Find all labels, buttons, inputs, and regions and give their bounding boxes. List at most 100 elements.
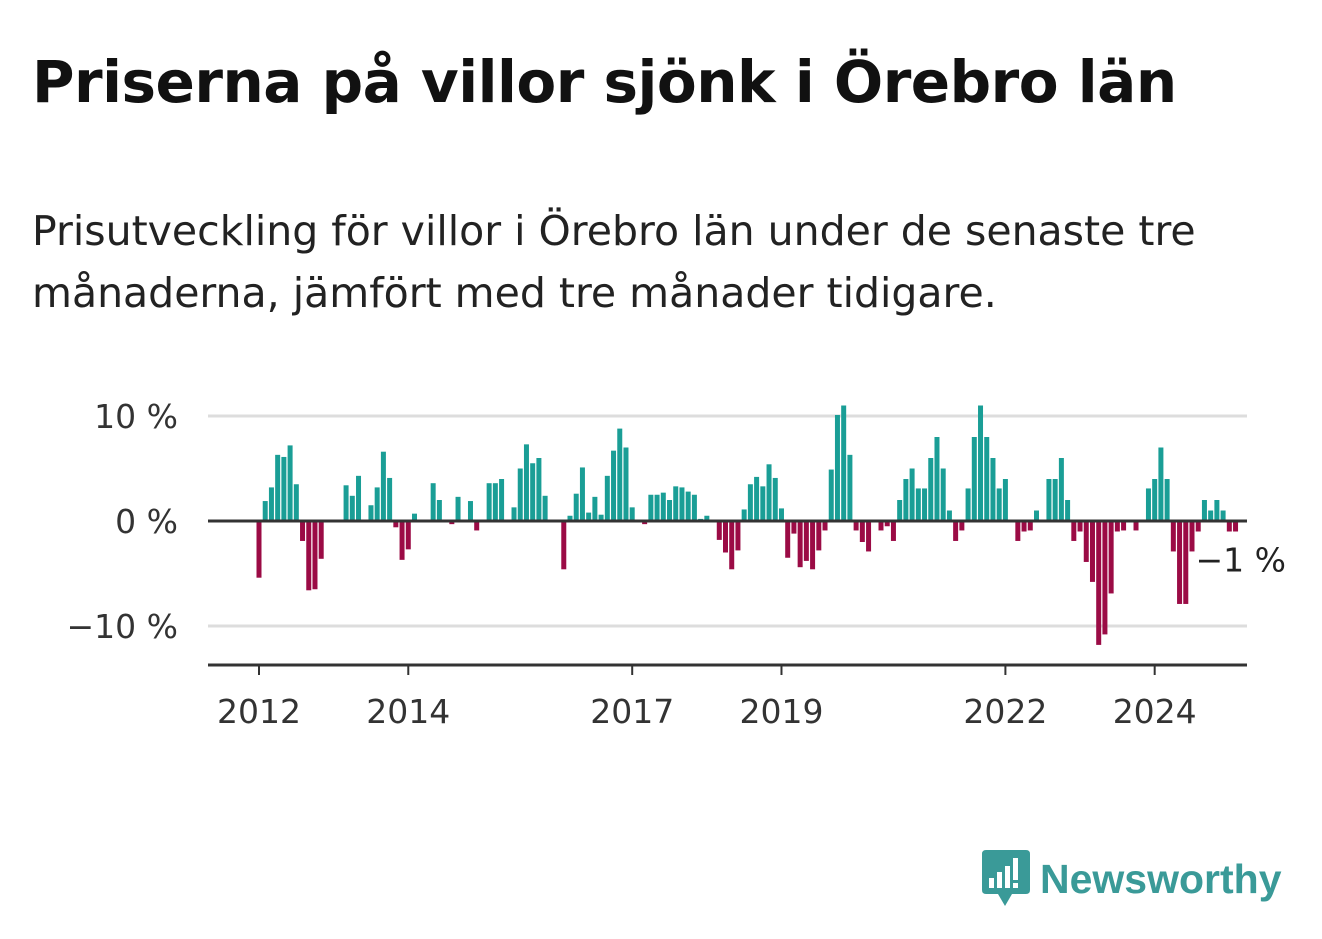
y-tick-label: 0 % [115, 502, 178, 541]
x-tick-label: 2017 [590, 692, 674, 731]
bar [579, 467, 585, 521]
bar [1133, 521, 1139, 531]
bar [1177, 521, 1183, 604]
bar [287, 445, 293, 521]
bar [380, 451, 386, 521]
bar [499, 479, 505, 521]
bar [561, 521, 567, 570]
bar [275, 454, 281, 521]
bar [760, 486, 766, 521]
bar [542, 495, 548, 521]
bar [1145, 488, 1151, 521]
bar [729, 521, 735, 570]
bar [1114, 521, 1120, 532]
bar [536, 458, 542, 521]
bar [486, 483, 492, 521]
bar [1183, 521, 1189, 604]
bar [343, 485, 349, 521]
bar [723, 521, 728, 553]
bar [511, 507, 517, 521]
bar [268, 487, 274, 521]
bar [455, 496, 461, 521]
axes [208, 519, 1247, 675]
newsworthy-logo: Newsworthy [980, 848, 1282, 910]
bar [586, 512, 592, 521]
bar [368, 505, 374, 521]
bar [642, 521, 648, 525]
bar [648, 494, 654, 521]
bar [990, 458, 996, 521]
y-axis-labels: 10 % 0 % −10 % [67, 397, 179, 646]
bar [1201, 500, 1207, 521]
bar [971, 437, 977, 521]
bar [978, 405, 984, 521]
chart-title: Priserna på villor sjönk i Örebro län [32, 48, 1177, 116]
bar [747, 484, 753, 521]
bar [1121, 521, 1127, 531]
bar [356, 475, 362, 521]
bar [996, 488, 1002, 521]
bar [691, 494, 697, 521]
bar [866, 521, 872, 552]
bar [530, 463, 536, 521]
bar [828, 469, 834, 521]
x-tick-label: 2012 [217, 692, 301, 731]
bar [841, 405, 847, 521]
bar [1071, 521, 1077, 541]
bar [623, 447, 629, 521]
bar [716, 521, 722, 540]
bar [1233, 521, 1239, 532]
bar [884, 521, 890, 527]
bar [412, 513, 417, 521]
bar [654, 494, 660, 521]
bar [859, 521, 865, 542]
bar [704, 515, 710, 521]
bar [797, 521, 803, 568]
bar [741, 509, 747, 521]
last-value-label: −1 % [1196, 541, 1287, 580]
bar [300, 521, 306, 541]
bar [1089, 521, 1095, 582]
bar [903, 479, 909, 521]
bar [1208, 510, 1214, 521]
bar [754, 476, 760, 521]
bar [909, 468, 915, 521]
bar [281, 456, 287, 521]
bar [766, 464, 772, 521]
bar [928, 458, 934, 521]
bar [611, 450, 617, 521]
bar [1152, 479, 1158, 521]
bar [660, 492, 666, 521]
bar [965, 488, 971, 521]
bar [318, 521, 324, 559]
bar [878, 521, 884, 531]
bar [617, 428, 623, 521]
bar [312, 521, 318, 590]
bar [816, 521, 822, 551]
chart-subtitle: Prisutveckling för villor i Örebro län u… [32, 207, 1196, 317]
bar [1170, 521, 1176, 552]
bar [785, 521, 791, 558]
bar [673, 486, 679, 521]
bar [847, 454, 853, 521]
bar [1058, 458, 1064, 521]
brand-name: Newsworthy [1040, 855, 1282, 902]
bar [405, 521, 411, 550]
bar [449, 521, 455, 525]
bar [567, 515, 573, 521]
newsworthy-logo-icon [982, 850, 1030, 906]
y-tick-label: 10 % [94, 397, 178, 436]
x-tick-label: 2024 [1113, 692, 1197, 731]
bar [1002, 479, 1008, 521]
bar [1214, 500, 1220, 521]
bar [1226, 521, 1232, 532]
bar [592, 496, 598, 521]
bar [1083, 521, 1089, 562]
bar [822, 521, 828, 531]
bar [953, 521, 959, 541]
bar [685, 491, 691, 521]
bar [959, 521, 965, 531]
bar [803, 521, 809, 561]
bar [810, 521, 816, 570]
bar [262, 501, 268, 521]
